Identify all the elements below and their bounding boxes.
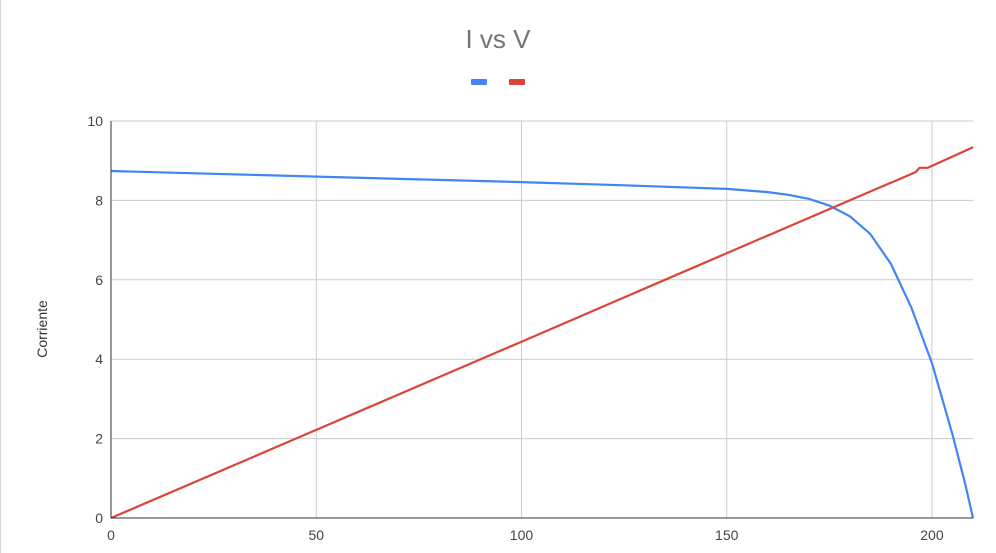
y-tick-label: 2 (95, 431, 103, 447)
y-tick-label: 0 (95, 510, 103, 526)
x-tick-label: 150 (715, 527, 739, 543)
x-tick-label: 50 (308, 527, 324, 543)
axes (110, 121, 973, 519)
x-tick-label: 200 (920, 527, 944, 543)
series-lines (110, 146, 975, 520)
x-tick-label: 100 (510, 527, 534, 543)
chart-title: I vs V (465, 24, 531, 54)
chart-legend (0, 79, 996, 85)
legend-swatch-blue-series[interactable] (471, 79, 487, 85)
y-tick-label: 4 (95, 351, 103, 367)
y-tick-label: 8 (95, 192, 103, 208)
legend-swatch-red-series[interactable] (509, 79, 525, 85)
x-tick-label: 0 (107, 527, 115, 543)
y-tick-label: 10 (87, 113, 103, 129)
gridlines (111, 120, 973, 518)
frame-edge (0, 0, 1, 553)
y-axis-title: Corriente (34, 300, 50, 358)
series-line-1[interactable] (110, 146, 974, 520)
series-line-0[interactable] (110, 169, 975, 519)
y-tick-label: 6 (95, 272, 103, 288)
